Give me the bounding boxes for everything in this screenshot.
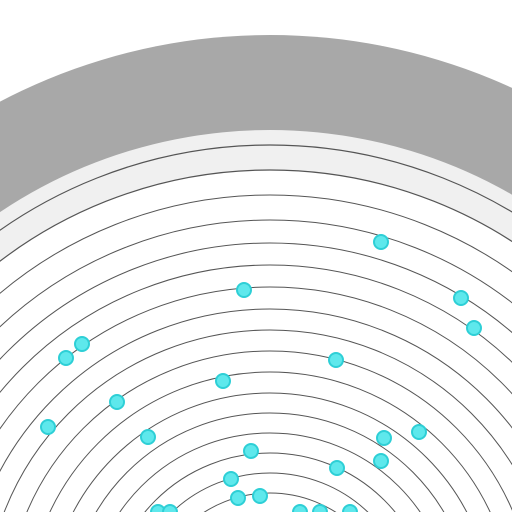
cyan-dot[interactable] xyxy=(453,290,469,306)
playing-area xyxy=(0,170,512,512)
ring-line xyxy=(0,219,512,328)
cyan-dot[interactable] xyxy=(236,282,252,298)
cyan-dot[interactable] xyxy=(223,471,239,487)
ring-line xyxy=(119,432,421,512)
ring-line xyxy=(0,194,512,295)
ring-line xyxy=(0,308,512,473)
cyan-dot[interactable] xyxy=(74,336,90,352)
cyan-dot[interactable] xyxy=(109,394,125,410)
cyan-dot[interactable] xyxy=(376,430,392,446)
cyan-dot[interactable] xyxy=(466,320,482,336)
ring-line xyxy=(203,492,337,512)
cyan-dot[interactable] xyxy=(329,460,345,476)
cyan-dot[interactable] xyxy=(292,504,308,512)
cyan-dot[interactable] xyxy=(40,419,56,435)
ring-line xyxy=(171,472,369,512)
ring-line xyxy=(0,264,512,394)
ring-line xyxy=(0,242,512,360)
cyan-dot[interactable] xyxy=(328,352,344,368)
cyan-dot[interactable] xyxy=(150,504,166,512)
ring-line xyxy=(3,329,512,512)
ring-line xyxy=(0,144,512,232)
ring-line xyxy=(72,392,468,512)
ring-line xyxy=(0,169,512,263)
cyan-dot[interactable] xyxy=(140,429,156,445)
ring-lines xyxy=(0,144,512,512)
cyan-dot[interactable] xyxy=(342,504,358,512)
ring-line xyxy=(144,452,396,512)
dot-layer xyxy=(40,234,482,512)
cyan-dot[interactable] xyxy=(411,424,427,440)
cyan-dot[interactable] xyxy=(58,350,74,366)
cyan-dot[interactable] xyxy=(373,234,389,250)
cyan-dot[interactable] xyxy=(373,453,389,469)
ring-line xyxy=(49,371,491,512)
ring-line xyxy=(95,412,445,512)
ring-line xyxy=(0,286,512,430)
cyan-dot[interactable] xyxy=(312,504,328,512)
cyan-dot[interactable] xyxy=(215,373,231,389)
cyan-dot[interactable] xyxy=(230,490,246,506)
cyan-dot[interactable] xyxy=(162,504,178,512)
cyan-dot[interactable] xyxy=(252,488,268,504)
ring-line xyxy=(26,350,512,512)
cyan-dot[interactable] xyxy=(243,443,259,459)
